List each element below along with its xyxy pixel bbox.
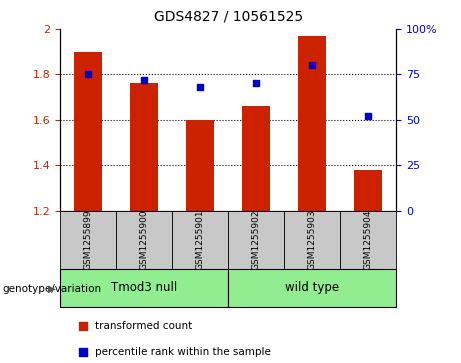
Bar xyxy=(228,269,396,307)
Point xyxy=(140,77,148,83)
Bar xyxy=(60,269,228,307)
Point xyxy=(80,349,87,355)
Bar xyxy=(242,106,270,211)
Bar xyxy=(186,120,214,211)
Text: Tmod3 null: Tmod3 null xyxy=(111,281,177,294)
Bar xyxy=(130,83,158,211)
Bar xyxy=(60,211,116,269)
Point xyxy=(84,72,92,77)
Bar xyxy=(74,52,102,211)
Bar xyxy=(298,36,326,211)
Text: transformed count: transformed count xyxy=(95,321,192,331)
Text: genotype/variation: genotype/variation xyxy=(2,284,101,294)
Bar xyxy=(228,211,284,269)
Text: GSM1255899: GSM1255899 xyxy=(83,209,93,270)
Bar xyxy=(340,211,396,269)
Text: ▶: ▶ xyxy=(48,284,56,294)
Text: percentile rank within the sample: percentile rank within the sample xyxy=(95,347,271,357)
Point xyxy=(196,84,204,90)
Text: GSM1255903: GSM1255903 xyxy=(308,209,317,270)
Text: GSM1255900: GSM1255900 xyxy=(140,209,148,270)
Point xyxy=(80,323,87,329)
Bar xyxy=(116,211,172,269)
Text: GSM1255901: GSM1255901 xyxy=(195,209,205,270)
Point xyxy=(253,81,260,86)
Title: GDS4827 / 10561525: GDS4827 / 10561525 xyxy=(154,10,303,24)
Point xyxy=(365,113,372,119)
Bar xyxy=(355,170,383,211)
Text: wild type: wild type xyxy=(285,281,339,294)
Point xyxy=(309,62,316,68)
Bar xyxy=(284,211,340,269)
Bar xyxy=(172,211,228,269)
Text: GSM1255904: GSM1255904 xyxy=(364,209,373,270)
Text: GSM1255902: GSM1255902 xyxy=(252,209,261,270)
